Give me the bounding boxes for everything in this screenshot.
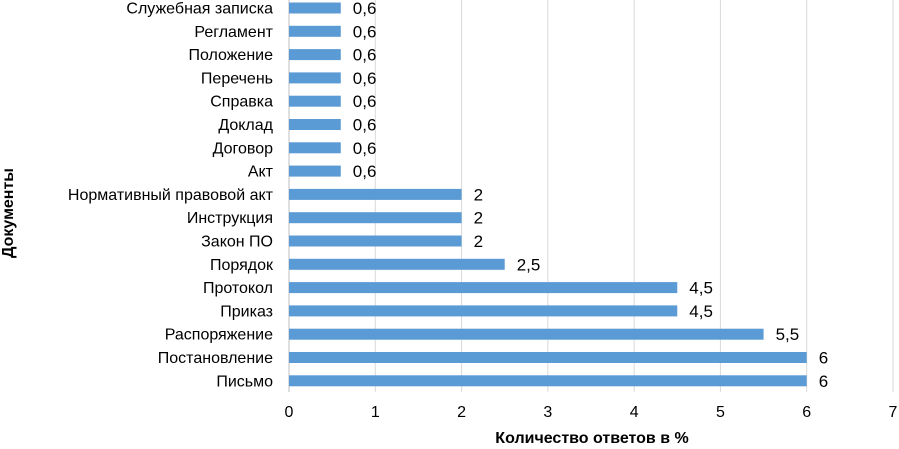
category-label: Доклад [218,117,273,134]
x-tick-label: 4 [630,404,639,421]
bar [289,305,678,317]
x-tick-label: 7 [889,404,898,421]
bar [289,328,764,340]
category-label: Перечень [201,70,273,87]
x-tick-label: 3 [543,404,552,421]
data-label: 2 [474,209,483,228]
category-label: Порядок [210,257,274,274]
data-label: 4,5 [689,279,713,298]
data-label: 0,6 [353,162,377,181]
bar [289,212,462,224]
category-label: Положение [188,47,273,64]
x-tick-label: 0 [285,404,294,421]
data-label: 0,6 [353,46,377,65]
category-label: Распоряжение [165,327,273,344]
category-label: Инструкция [187,210,273,227]
data-labels: 0,6 0,6 0,6 0,6 0,6 0,6 0,6 0,6 2 2 2 2,5 4,5 4,5 5,5 6… [353,0,828,391]
data-label: 0,6 [353,22,377,41]
category-label: Протокол [203,280,273,297]
bars [289,2,807,387]
category-label: Приказ [220,303,273,320]
bar [289,95,341,107]
data-label: 0,6 [353,0,377,18]
data-label: 0,6 [353,139,377,158]
x-axis-title: Количество ответов в % [495,430,688,447]
data-label: 2 [474,185,483,204]
category-label: Регламент [194,24,273,41]
grid-lines [288,0,894,392]
x-tick-label: 5 [716,404,725,421]
bar [289,49,341,61]
category-label: Служебная записка [126,1,273,18]
category-labels: Служебная записка Регламент Положение Переч… [68,1,274,391]
x-tick-label: 6 [802,404,811,421]
x-tick-label: 1 [371,404,380,421]
data-label: 6 [819,372,828,391]
data-label: 5,5 [776,325,800,344]
x-tick-label: 2 [457,404,466,421]
category-label: Договор [213,140,274,157]
data-label: 0,6 [353,92,377,111]
bar [289,72,341,84]
bar [289,352,807,363]
bar [289,25,341,37]
bar [289,258,505,270]
data-label: 6 [819,349,828,368]
category-label: Акт [248,164,274,181]
bar [289,235,462,247]
bar [289,188,462,200]
data-label: 0,6 [353,116,377,135]
bar [289,142,341,154]
data-label: 4,5 [689,302,713,321]
data-label: 2 [474,232,483,251]
bar [289,119,341,130]
category-label: Письмо [216,373,273,390]
bar [289,282,678,294]
data-label: 2,5 [517,255,541,274]
category-label: Постановление [158,350,273,367]
bar [289,2,341,14]
x-tick-labels: 0 1 2 3 4 5 6 7 [285,404,898,421]
category-label: Справка [210,94,273,111]
y-axis-title: Документы [0,168,17,258]
bar [289,375,807,387]
data-label: 0,6 [353,69,377,88]
category-label: Закон ПО [201,234,273,251]
bar [289,165,341,177]
category-label: Нормативный правовой акт [68,187,274,204]
